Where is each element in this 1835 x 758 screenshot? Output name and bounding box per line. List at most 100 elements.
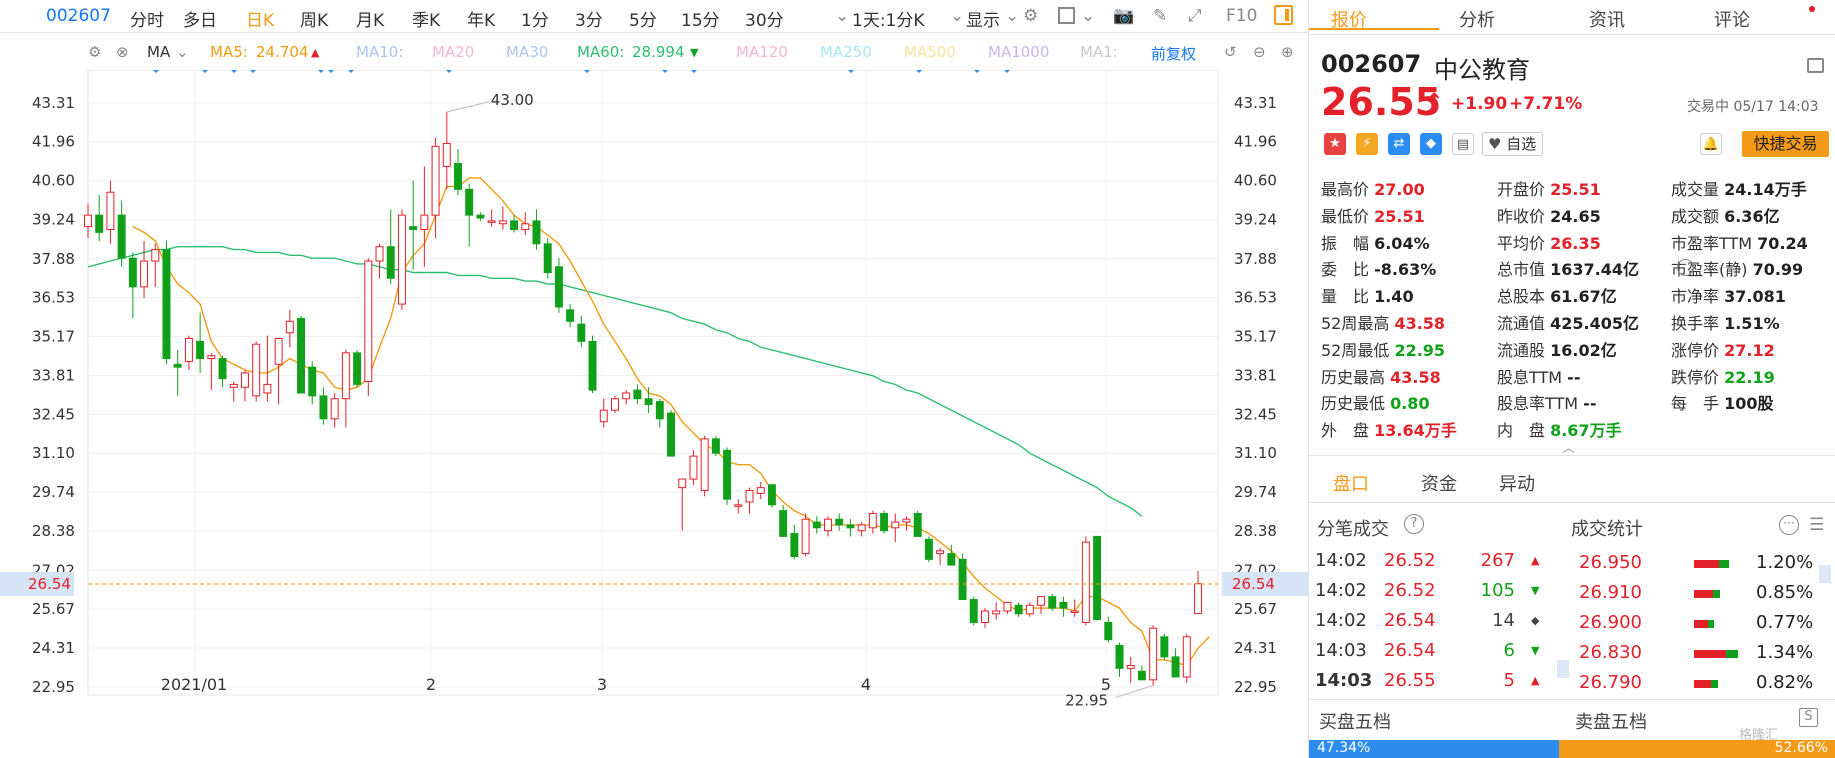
- chevron-up-icon[interactable]: ︿: [1562, 441, 1576, 456]
- more-icon[interactable]: ···: [1779, 515, 1799, 535]
- candle[interactable]: [543, 238, 552, 279]
- adjust-select[interactable]: 前复权: [1151, 45, 1197, 63]
- bell-icon[interactable]: 🔔: [1700, 133, 1722, 155]
- candle[interactable]: [857, 522, 866, 537]
- candle[interactable]: [689, 450, 698, 485]
- candle[interactable]: [992, 602, 1001, 620]
- tab-10[interactable]: 15分: [681, 11, 720, 31]
- chevron-down-icon[interactable]: ⌄: [176, 43, 189, 61]
- event-marker-icon[interactable]: [691, 70, 698, 73]
- candle[interactable]: [285, 309, 294, 348]
- fast-trade-button[interactable]: 快捷交易: [1742, 131, 1829, 157]
- candle[interactable]: [95, 195, 104, 241]
- event-marker-icon[interactable]: [202, 70, 209, 73]
- event-marker-icon[interactable]: [348, 70, 355, 73]
- chevron-down-icon[interactable]: ⌄: [950, 6, 965, 26]
- candle[interactable]: [454, 149, 462, 196]
- candle[interactable]: [510, 215, 519, 233]
- candle[interactable]: [958, 553, 967, 601]
- event-marker-icon[interactable]: [974, 70, 981, 73]
- pencil-icon[interactable]: ✎: [1153, 6, 1168, 26]
- candle[interactable]: [711, 436, 720, 457]
- event-marker-icon[interactable]: [662, 70, 669, 73]
- tab-7[interactable]: 1分: [521, 11, 549, 31]
- candle[interactable]: [397, 209, 406, 310]
- candle[interactable]: [1059, 596, 1068, 617]
- tab-5[interactable]: 季K: [412, 11, 441, 31]
- candle[interactable]: [442, 111, 451, 190]
- candle[interactable]: [274, 337, 283, 405]
- candle[interactable]: [1003, 601, 1012, 614]
- tab-2[interactable]: 日K: [246, 11, 275, 31]
- candle[interactable]: [173, 349, 182, 396]
- watchlist-button[interactable]: ♥ 自选: [1482, 132, 1543, 156]
- event-marker-icon[interactable]: [153, 70, 160, 73]
- candle[interactable]: [824, 516, 832, 537]
- candle[interactable]: [734, 499, 743, 514]
- candle[interactable]: [476, 212, 485, 221]
- candle[interactable]: [106, 180, 115, 244]
- candle[interactable]: [1037, 596, 1046, 614]
- candle[interactable]: [1126, 656, 1135, 683]
- layout-icon[interactable]: [1058, 7, 1075, 24]
- candle[interactable]: [622, 390, 631, 405]
- candle[interactable]: [610, 395, 619, 414]
- candle[interactable]: [1048, 593, 1057, 611]
- event-marker-icon[interactable]: [1004, 70, 1011, 73]
- candle[interactable]: [655, 398, 664, 428]
- candle[interactable]: [420, 166, 429, 267]
- event-marker-icon[interactable]: [916, 70, 923, 73]
- candle[interactable]: [801, 513, 810, 557]
- event-marker-icon[interactable]: [318, 70, 325, 73]
- candle[interactable]: [218, 355, 227, 388]
- panel-toggle-icon[interactable]: [1274, 5, 1293, 25]
- candle[interactable]: [678, 478, 687, 531]
- candle[interactable]: [902, 516, 911, 531]
- candle[interactable]: [162, 240, 171, 365]
- settings-icon[interactable]: ⚙: [88, 43, 102, 61]
- candle[interactable]: [588, 335, 597, 393]
- event-marker-icon[interactable]: [848, 70, 855, 73]
- undo-icon[interactable]: ↺: [1224, 43, 1237, 61]
- candle[interactable]: [308, 361, 317, 405]
- candle[interactable]: [924, 536, 933, 563]
- candle[interactable]: [812, 516, 821, 534]
- tab-6[interactable]: 年K: [467, 11, 496, 31]
- f10-button[interactable]: F10: [1226, 6, 1258, 26]
- menu-icon[interactable]: ☰: [1809, 515, 1825, 535]
- candle[interactable]: [330, 392, 339, 428]
- right-tab-3[interactable]: 评论: [1714, 10, 1750, 31]
- candle[interactable]: [756, 481, 765, 500]
- scroll-thumb[interactable]: [1819, 565, 1831, 583]
- flash-icon[interactable]: ⚡: [1356, 133, 1378, 155]
- candle[interactable]: [140, 240, 149, 299]
- candle[interactable]: [431, 137, 440, 239]
- candle[interactable]: [700, 436, 709, 497]
- event-marker-icon[interactable]: [328, 70, 335, 73]
- tab-3[interactable]: 周K: [300, 11, 329, 31]
- tab-4[interactable]: 月K: [356, 11, 385, 31]
- tab-9[interactable]: 5分: [629, 11, 657, 31]
- candle[interactable]: [566, 304, 575, 328]
- candle[interactable]: [880, 510, 889, 534]
- tab-0[interactable]: 分时: [130, 11, 164, 31]
- close-icon[interactable]: ⊗: [116, 43, 129, 61]
- candle[interactable]: [353, 349, 362, 388]
- ma-select[interactable]: MA: [147, 43, 171, 61]
- candle[interactable]: [1137, 665, 1146, 681]
- candle[interactable]: [117, 200, 126, 267]
- candle[interactable]: [599, 398, 608, 428]
- candle[interactable]: [1081, 536, 1090, 626]
- candle[interactable]: [779, 504, 788, 537]
- session-select[interactable]: 1天:1分K: [852, 11, 925, 31]
- candle[interactable]: [532, 209, 541, 250]
- candle[interactable]: [980, 608, 989, 629]
- candle[interactable]: [84, 203, 92, 239]
- candle[interactable]: [1171, 648, 1180, 678]
- candle[interactable]: [554, 258, 563, 313]
- candle[interactable]: [913, 510, 922, 537]
- chevron-down-icon[interactable]: ⌄: [1081, 6, 1096, 26]
- candle[interactable]: [151, 243, 160, 287]
- kline-chart[interactable]: 43.31 43.31 41.96 41.96 40.60 40.60 39.24 39.24…: [0, 70, 1308, 758]
- list-icon[interactable]: [1807, 58, 1824, 73]
